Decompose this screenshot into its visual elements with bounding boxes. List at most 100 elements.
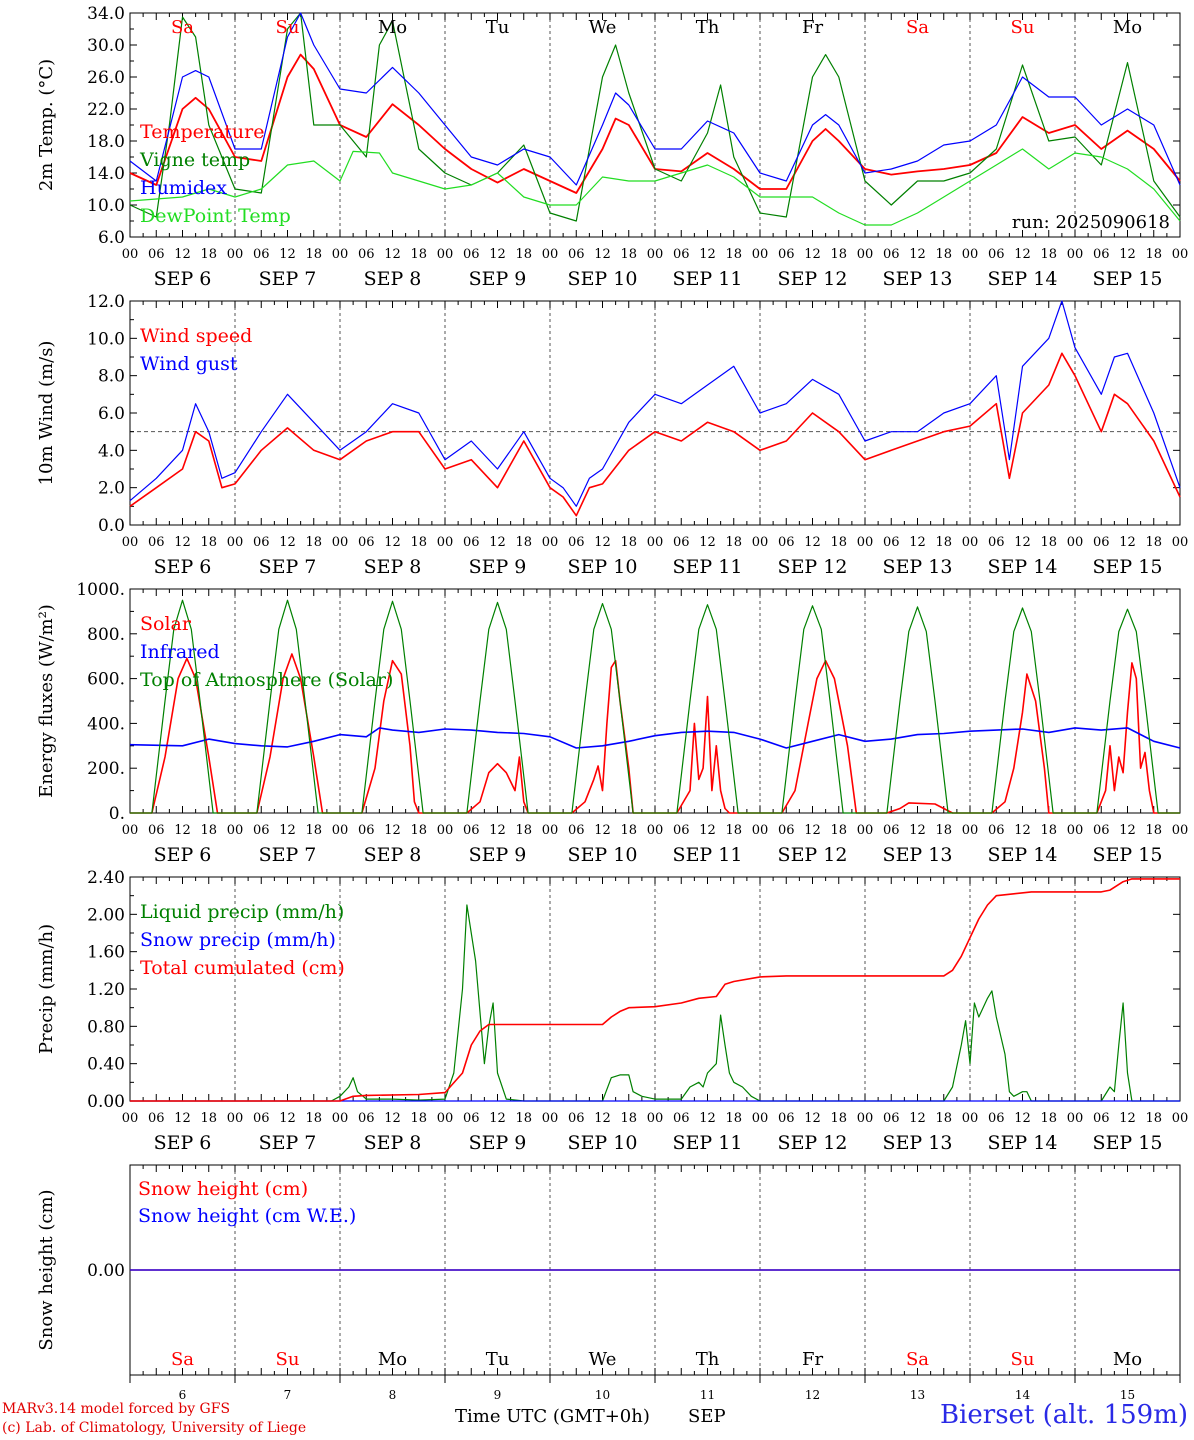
hour-tick-label: 18 bbox=[935, 1111, 952, 1126]
hour-tick-label: 12 bbox=[174, 535, 191, 550]
hour-tick-label: 12 bbox=[804, 1111, 821, 1126]
station-name: Bierset (alt. 159m) bbox=[939, 1400, 1188, 1430]
y-axis-label: Snow height (cm) bbox=[36, 1189, 57, 1350]
date-label: SEP 14 bbox=[988, 268, 1058, 290]
panel-frame bbox=[129, 588, 1181, 814]
date-label: SEP 15 bbox=[1093, 844, 1163, 866]
panel-frame bbox=[129, 12, 1181, 238]
hour-tick-label: 12 bbox=[174, 247, 191, 262]
hour-tick-label: 00 bbox=[227, 823, 244, 838]
hour-tick-label: 00 bbox=[542, 823, 559, 838]
date-label: SEP 15 bbox=[1093, 556, 1163, 578]
day-name: Su bbox=[276, 1349, 300, 1370]
hour-tick-label: 00 bbox=[962, 1111, 979, 1126]
hour-tick-label: 00 bbox=[227, 247, 244, 262]
hour-tick-label: 12 bbox=[1014, 823, 1031, 838]
series-line bbox=[129, 300, 1181, 507]
day-name: Mo bbox=[1113, 1349, 1142, 1370]
day-name: We bbox=[589, 1349, 617, 1370]
hour-tick-label: 06 bbox=[568, 247, 585, 262]
hour-tick-label: 00 bbox=[962, 823, 979, 838]
y-tick-label: 2.00 bbox=[87, 905, 125, 925]
y-tick-label: 2.0 bbox=[98, 479, 125, 499]
hour-tick-label: 06 bbox=[568, 1111, 585, 1126]
date-label: SEP 6 bbox=[154, 844, 212, 866]
hour-tick-label: 12 bbox=[384, 535, 401, 550]
date-label: SEP 14 bbox=[988, 1132, 1058, 1154]
day-name: Mo bbox=[378, 1349, 407, 1370]
hour-tick-label: 00 bbox=[122, 1111, 139, 1126]
panel-5 bbox=[129, 1164, 1181, 1383]
hour-tick-label: 00 bbox=[752, 1111, 769, 1126]
hour-tick-label: 18 bbox=[1145, 823, 1162, 838]
date-label: SEP 7 bbox=[259, 844, 317, 866]
date-label: SEP 12 bbox=[778, 844, 848, 866]
hour-tick-label: 06 bbox=[1093, 535, 1110, 550]
hour-tick-label: 18 bbox=[935, 247, 952, 262]
hour-tick-label: 12 bbox=[489, 823, 506, 838]
hour-tick-label: 12 bbox=[699, 535, 716, 550]
hour-tick-label: 18 bbox=[305, 823, 322, 838]
hour-tick-label: 18 bbox=[410, 1111, 427, 1126]
hour-tick-label: 00 bbox=[332, 1111, 349, 1126]
x-axis-month: SEP bbox=[688, 1406, 726, 1427]
day-name: Mo bbox=[1113, 17, 1142, 38]
hour-tick-label: 06 bbox=[673, 247, 690, 262]
hour-tick-label: 00 bbox=[752, 247, 769, 262]
panel-2 bbox=[129, 300, 1181, 526]
hour-tick-label: 06 bbox=[883, 247, 900, 262]
hour-tick-label: 18 bbox=[620, 247, 637, 262]
y-tick-label: 1.20 bbox=[87, 980, 125, 1000]
hour-tick-label: 18 bbox=[515, 247, 532, 262]
hour-tick-label: 00 bbox=[542, 1111, 559, 1126]
hour-tick-label: 00 bbox=[647, 1111, 664, 1126]
hour-tick-label: 00 bbox=[227, 1111, 244, 1126]
hour-tick-label: 12 bbox=[804, 535, 821, 550]
hour-tick-label: 00 bbox=[437, 823, 454, 838]
y-axis-label: Precip (mm/h) bbox=[36, 924, 57, 1054]
hour-tick-label: 12 bbox=[1014, 1111, 1031, 1126]
hour-tick-label: 18 bbox=[830, 1111, 847, 1126]
day-number: 12 bbox=[805, 1388, 820, 1402]
hour-tick-label: 18 bbox=[200, 823, 217, 838]
day-name: Su bbox=[1011, 17, 1035, 38]
y-tick-label: 0.00 bbox=[87, 1261, 125, 1281]
hour-tick-label: 00 bbox=[332, 247, 349, 262]
hour-tick-label: 00 bbox=[542, 535, 559, 550]
hour-tick-label: 06 bbox=[1093, 823, 1110, 838]
hour-tick-label: 18 bbox=[410, 535, 427, 550]
day-name: Sa bbox=[171, 17, 194, 38]
legend-entry: Wind gust bbox=[140, 353, 238, 375]
day-name: Th bbox=[696, 1349, 720, 1370]
date-label: SEP 12 bbox=[778, 1132, 848, 1154]
hour-tick-label: 00 bbox=[857, 1111, 874, 1126]
hour-tick-label: 12 bbox=[489, 1111, 506, 1126]
date-label: SEP 13 bbox=[883, 556, 953, 578]
y-tick-label: 26.0 bbox=[87, 68, 125, 88]
y-tick-label: 10.0 bbox=[87, 329, 125, 349]
y-tick-label: 0. bbox=[109, 804, 125, 824]
date-label: SEP 8 bbox=[364, 268, 422, 290]
hour-tick-label: 12 bbox=[909, 1111, 926, 1126]
hour-tick-label: 18 bbox=[515, 1111, 532, 1126]
y-tick-label: 0.40 bbox=[87, 1055, 125, 1075]
hour-tick-label: 12 bbox=[1119, 1111, 1136, 1126]
hour-tick-label: 18 bbox=[200, 247, 217, 262]
day-name: Su bbox=[276, 17, 300, 38]
day-name: We bbox=[589, 17, 617, 38]
hour-tick-label: 18 bbox=[515, 823, 532, 838]
day-name: Fr bbox=[802, 1349, 823, 1370]
date-label: SEP 13 bbox=[883, 844, 953, 866]
panel-4 bbox=[129, 876, 1181, 1102]
date-label: SEP 11 bbox=[673, 844, 743, 866]
day-number: 10 bbox=[595, 1388, 610, 1402]
hour-tick-label: 12 bbox=[279, 247, 296, 262]
hour-tick-label: 00 bbox=[227, 535, 244, 550]
hour-tick-label: 12 bbox=[804, 823, 821, 838]
hour-tick-label: 00 bbox=[1067, 1111, 1084, 1126]
hour-tick-label: 18 bbox=[1040, 823, 1057, 838]
hour-tick-label: 06 bbox=[568, 823, 585, 838]
hour-tick-label: 12 bbox=[279, 535, 296, 550]
hour-tick-label: 00 bbox=[437, 535, 454, 550]
hour-tick-label: 18 bbox=[1040, 535, 1057, 550]
